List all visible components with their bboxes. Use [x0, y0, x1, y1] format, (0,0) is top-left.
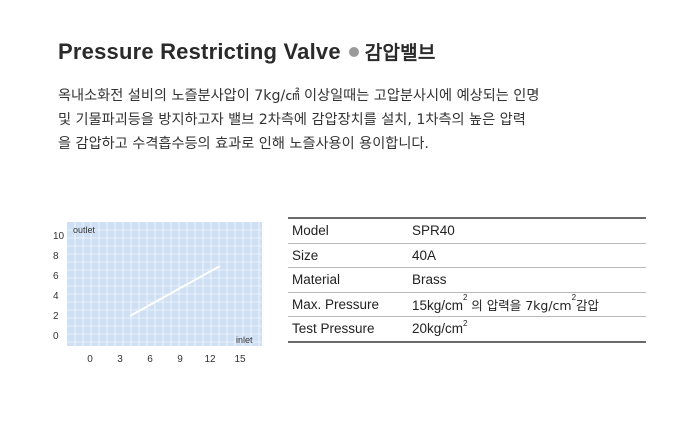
spec-row-max-pressure: Max. Pressure 15kg/cm2 의 압력을 7kg/cm2감압: [288, 292, 646, 317]
bullet-dot-icon: [348, 47, 359, 58]
chart-xlabel: inlet: [236, 335, 253, 345]
title-english: Pressure Restricting Valve: [58, 39, 341, 64]
spec-row-model: Model SPR40: [288, 217, 646, 244]
x-tick-label: 15: [234, 354, 246, 365]
spec-label: Model: [288, 217, 407, 244]
spec-row-material: Material Brass: [288, 267, 646, 293]
spec-row-test-pressure: Test Pressure 20kg/cm2: [288, 316, 646, 343]
x-tick-label: 3: [117, 354, 123, 365]
description: 옥내소화전 설비의 노즐분사압이 7kg/㎠ 이상일때는 고압분사시에 예상되는…: [58, 84, 648, 156]
chart-y-ticks: 10 8 6 4 2 0: [53, 231, 65, 342]
y-tick-label: 2: [53, 311, 59, 322]
y-tick-label: 6: [53, 271, 59, 282]
x-tick-label: 12: [204, 354, 216, 365]
y-tick-label: 8: [53, 251, 59, 262]
x-tick-label: 9: [177, 354, 183, 365]
spec-value: 15kg/cm2 의 압력을 7kg/cm2감압: [407, 292, 646, 317]
pressure-chart: outlet inlet 10 8 6 4 2 0 0 3 6 9 12 15: [53, 222, 262, 365]
spec-row-size: Size 40A: [288, 243, 646, 268]
page-title: Pressure Restricting Valve 감압밸브: [58, 38, 436, 65]
spec-value: 20kg/cm2: [407, 316, 646, 343]
spec-value: 40A: [407, 243, 646, 268]
spec-label: Size: [288, 243, 407, 268]
chart-grid: [67, 222, 262, 346]
y-tick-label: 4: [53, 291, 59, 302]
spec-label: Test Pressure: [288, 316, 407, 343]
chart-series: [129, 265, 221, 317]
spec-value: Brass: [407, 267, 646, 293]
x-tick-label: 0: [87, 354, 93, 365]
description-line-2: 및 기물파괴등을 방지하고자 밸브 2차측에 감압장치를 설치, 1차측의 높은…: [58, 112, 526, 128]
y-tick-label: 10: [53, 231, 65, 242]
spec-value: SPR40: [407, 217, 646, 244]
spec-table: Model SPR40 Size 40A Material Brass Max.…: [288, 217, 646, 343]
chart-ylabel: outlet: [73, 225, 96, 235]
title-korean: 감압밸브: [364, 42, 436, 64]
description-line-1: 옥내소화전 설비의 노즐분사압이 7kg/㎠ 이상일때는 고압분사시에 예상되는…: [58, 88, 540, 104]
chart-plot-area: [67, 222, 262, 346]
y-tick-label: 0: [53, 331, 59, 342]
x-tick-label: 6: [147, 354, 153, 365]
series-line-0: [129, 265, 221, 317]
description-line-3: 을 감압하고 수격흡수등의 효과로 인해 노즐사용이 용이합니다.: [58, 136, 429, 152]
spec-label: Material: [288, 267, 407, 293]
chart-x-ticks: 0 3 6 9 12 15: [87, 354, 246, 365]
spec-label: Max. Pressure: [288, 292, 407, 317]
